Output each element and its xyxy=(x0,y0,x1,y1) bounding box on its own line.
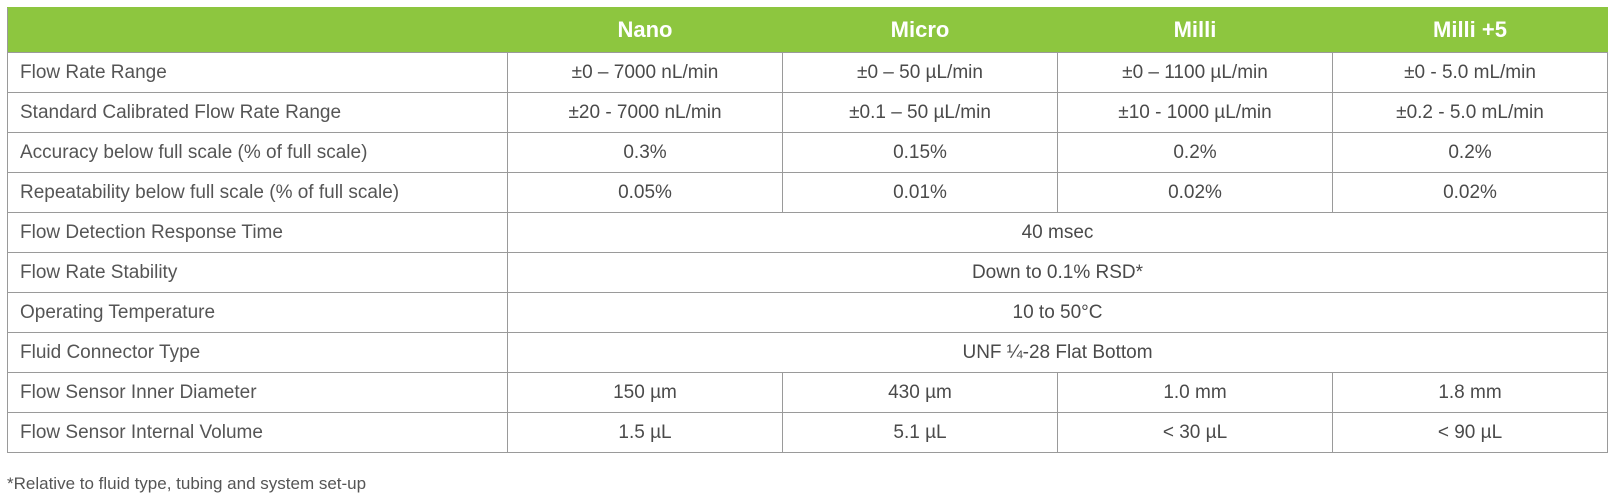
cell-value: < 90 µL xyxy=(1332,412,1608,453)
cell-value: ±0.1 – 50 µL/min xyxy=(782,92,1058,133)
table-row: Flow Rate Stability Down to 0.1% RSD* xyxy=(7,252,1608,293)
merged-cell-value: Down to 0.1% RSD* xyxy=(507,252,1608,293)
cell-value: 0.01% xyxy=(782,172,1058,213)
row-label: Flow Detection Response Time xyxy=(7,212,508,253)
cell-value: < 30 µL xyxy=(1057,412,1333,453)
row-label: Flow Rate Stability xyxy=(7,252,508,293)
cell-value: ±10 - 1000 µL/min xyxy=(1057,92,1333,133)
table-row: Flow Sensor Inner Diameter 150 µm 430 µm… xyxy=(7,372,1608,413)
cell-value: 0.15% xyxy=(782,132,1058,173)
row-label: Accuracy below full scale (% of full sca… xyxy=(7,132,508,173)
spec-table-container: Nano Micro Milli Milli +5 Flow Rate Rang… xyxy=(7,7,1608,453)
row-label: Flow Rate Range xyxy=(7,52,508,93)
cell-value: 0.02% xyxy=(1057,172,1333,213)
cell-value: 5.1 µL xyxy=(782,412,1058,453)
row-label: Fluid Connector Type xyxy=(7,332,508,373)
header-row: Nano Micro Milli Milli +5 xyxy=(7,7,1608,53)
merged-cell-value: 10 to 50°C xyxy=(507,292,1608,333)
cell-value: 430 µm xyxy=(782,372,1058,413)
row-label: Repeatability below full scale (% of ful… xyxy=(7,172,508,213)
header-nano: Nano xyxy=(507,7,783,53)
table-row: Flow Rate Range ±0 – 7000 nL/min ±0 – 50… xyxy=(7,52,1608,93)
cell-value: 0.05% xyxy=(507,172,783,213)
specifications-table: Nano Micro Milli Milli +5 Flow Rate Rang… xyxy=(7,7,1608,453)
cell-value: 1.0 mm xyxy=(1057,372,1333,413)
cell-value: ±0 – 1100 µL/min xyxy=(1057,52,1333,93)
table-row: Accuracy below full scale (% of full sca… xyxy=(7,132,1608,173)
footnote: *Relative to fluid type, tubing and syst… xyxy=(7,474,367,493)
cell-value: 0.2% xyxy=(1057,132,1333,173)
cell-value: 0.02% xyxy=(1332,172,1608,213)
table-row: Repeatability below full scale (% of ful… xyxy=(7,172,1608,213)
table-row: Operating Temperature 10 to 50°C xyxy=(7,292,1608,333)
row-label: Flow Sensor Inner Diameter xyxy=(7,372,508,413)
cell-value: 150 µm xyxy=(507,372,783,413)
cell-value: ±0 - 5.0 mL/min xyxy=(1332,52,1608,93)
table-row: Flow Sensor Internal Volume 1.5 µL 5.1 µ… xyxy=(7,412,1608,453)
merged-cell-value: 40 msec xyxy=(507,212,1608,253)
cell-value: ±0 – 50 µL/min xyxy=(782,52,1058,93)
cell-value: 0.2% xyxy=(1332,132,1608,173)
cell-value: ±0.2 - 5.0 mL/min xyxy=(1332,92,1608,133)
header-blank-cell xyxy=(7,7,508,53)
header-milli: Milli xyxy=(1057,7,1333,53)
cell-value: ±0 – 7000 nL/min xyxy=(507,52,783,93)
cell-value: ±20 - 7000 nL/min xyxy=(507,92,783,133)
table-row: Fluid Connector Type UNF ¼-28 Flat Botto… xyxy=(7,332,1608,373)
table-row: Flow Detection Response Time 40 msec xyxy=(7,212,1608,253)
merged-cell-value: UNF ¼-28 Flat Bottom xyxy=(507,332,1608,373)
row-label: Operating Temperature xyxy=(7,292,508,333)
header-micro: Micro xyxy=(782,7,1058,53)
row-label: Flow Sensor Internal Volume xyxy=(7,412,508,453)
table-row: Standard Calibrated Flow Rate Range ±20 … xyxy=(7,92,1608,133)
row-label: Standard Calibrated Flow Rate Range xyxy=(7,92,508,133)
cell-value: 0.3% xyxy=(507,132,783,173)
header-milli-plus-5: Milli +5 xyxy=(1332,7,1608,53)
cell-value: 1.8 mm xyxy=(1332,372,1608,413)
cell-value: 1.5 µL xyxy=(507,412,783,453)
